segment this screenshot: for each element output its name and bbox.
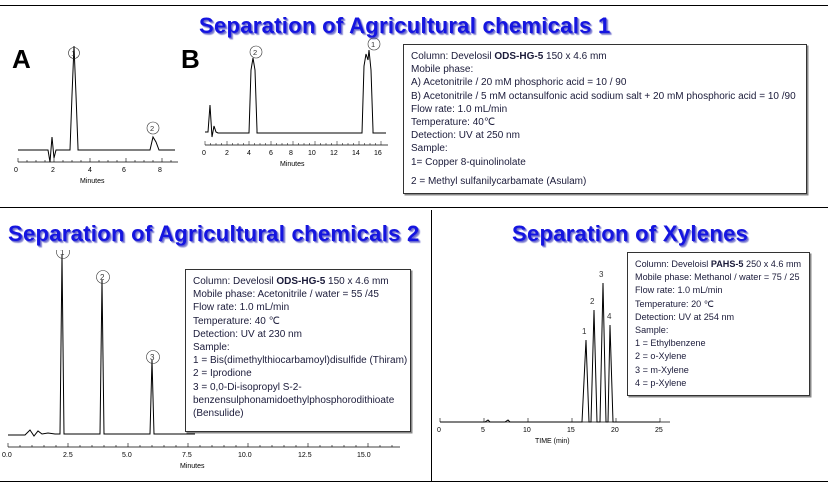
svg-text:2: 2 xyxy=(51,167,55,174)
svg-text:10.0: 10.0 xyxy=(238,452,252,459)
svg-text:2: 2 xyxy=(590,297,595,306)
svg-text:8: 8 xyxy=(289,150,293,157)
svg-text:4: 4 xyxy=(247,150,251,157)
svg-text:1: 1 xyxy=(582,327,587,336)
svg-text:A: A xyxy=(12,44,31,74)
svg-text:5: 5 xyxy=(481,427,485,434)
svg-text:12.5: 12.5 xyxy=(298,452,312,459)
svg-text:2: 2 xyxy=(225,150,229,157)
svg-text:4: 4 xyxy=(607,312,612,321)
svg-text:1: 1 xyxy=(371,40,375,49)
svg-text:5.0: 5.0 xyxy=(122,452,132,459)
svg-text:B: B xyxy=(181,44,200,74)
svg-text:0: 0 xyxy=(14,167,18,174)
svg-text:2: 2 xyxy=(100,273,105,282)
svg-text:10: 10 xyxy=(308,150,316,157)
svg-text:7.5: 7.5 xyxy=(182,452,192,459)
svg-text:3: 3 xyxy=(599,270,604,279)
svg-text:2.5: 2.5 xyxy=(63,452,73,459)
svg-text:10: 10 xyxy=(523,427,531,434)
svg-text:6: 6 xyxy=(269,150,273,157)
svg-text:6: 6 xyxy=(122,167,126,174)
svg-text:15: 15 xyxy=(567,427,575,434)
svg-text:12: 12 xyxy=(330,150,338,157)
svg-text:3: 3 xyxy=(150,353,155,362)
svg-text:1: 1 xyxy=(60,250,65,257)
svg-text:2: 2 xyxy=(150,124,154,133)
svg-text:0.0: 0.0 xyxy=(2,452,12,459)
svg-text:14: 14 xyxy=(352,150,360,157)
svg-text:15.0: 15.0 xyxy=(357,452,371,459)
svg-text:TIME (min): TIME (min) xyxy=(535,438,570,445)
svg-text:Minutes: Minutes xyxy=(180,463,205,470)
svg-text:4: 4 xyxy=(88,167,92,174)
svg-text:20: 20 xyxy=(611,427,619,434)
svg-text:25: 25 xyxy=(655,427,663,434)
svg-text:0: 0 xyxy=(437,427,441,434)
svg-text:16: 16 xyxy=(374,150,382,157)
svg-text:1: 1 xyxy=(71,51,75,58)
svg-text:2: 2 xyxy=(253,48,257,57)
svg-text:Minutes: Minutes xyxy=(280,161,305,168)
svg-text:Minutes: Minutes xyxy=(80,178,105,185)
svg-text:0: 0 xyxy=(202,150,206,157)
svg-text:8: 8 xyxy=(158,167,162,174)
